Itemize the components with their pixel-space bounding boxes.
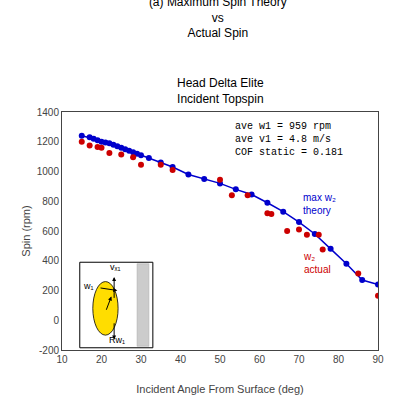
svg-text:Rw₁: Rw₁ xyxy=(109,335,125,345)
svg-text:90: 90 xyxy=(372,354,384,365)
svg-text:(a) Maximum Spin TheoryvsActua: (a) Maximum Spin TheoryvsActual Spin xyxy=(149,0,287,40)
svg-text:40: 40 xyxy=(175,354,187,365)
svg-text:800: 800 xyxy=(42,196,59,207)
svg-text:1200: 1200 xyxy=(37,136,60,147)
svg-text:80: 80 xyxy=(333,354,345,365)
svg-text:70: 70 xyxy=(293,354,305,365)
svg-text:0: 0 xyxy=(53,315,59,326)
svg-text:30: 30 xyxy=(135,354,147,365)
svg-text:600: 600 xyxy=(42,226,59,237)
svg-text:-200: -200 xyxy=(39,345,59,356)
svg-text:200: 200 xyxy=(42,285,59,296)
svg-text:1000: 1000 xyxy=(37,166,60,177)
svg-text:60: 60 xyxy=(254,354,266,365)
svg-text:Incident Angle From Surface (d: Incident Angle From Surface (deg) xyxy=(136,383,304,395)
svg-text:max w₂theory: max w₂theory xyxy=(303,192,336,216)
svg-text:ave w1 = 959 rpmave v1 = 4.8 m: ave w1 = 959 rpmave v1 = 4.8 m/sCOF stat… xyxy=(235,121,343,158)
svg-text:10: 10 xyxy=(56,354,68,365)
svg-text:Spin (rpm): Spin (rpm) xyxy=(20,205,32,256)
svg-text:1400: 1400 xyxy=(37,107,60,118)
svg-text:400: 400 xyxy=(42,255,59,266)
svg-text:20: 20 xyxy=(96,354,108,365)
svg-text:50: 50 xyxy=(214,354,226,365)
svg-text:Head Delta EliteIncident Topsp: Head Delta EliteIncident Topspin xyxy=(177,76,264,106)
svg-text:w₁: w₁ xyxy=(83,281,94,291)
svg-text:w₂actual: w₂actual xyxy=(303,251,331,275)
svg-text:vₓ₁: vₓ₁ xyxy=(110,262,121,272)
